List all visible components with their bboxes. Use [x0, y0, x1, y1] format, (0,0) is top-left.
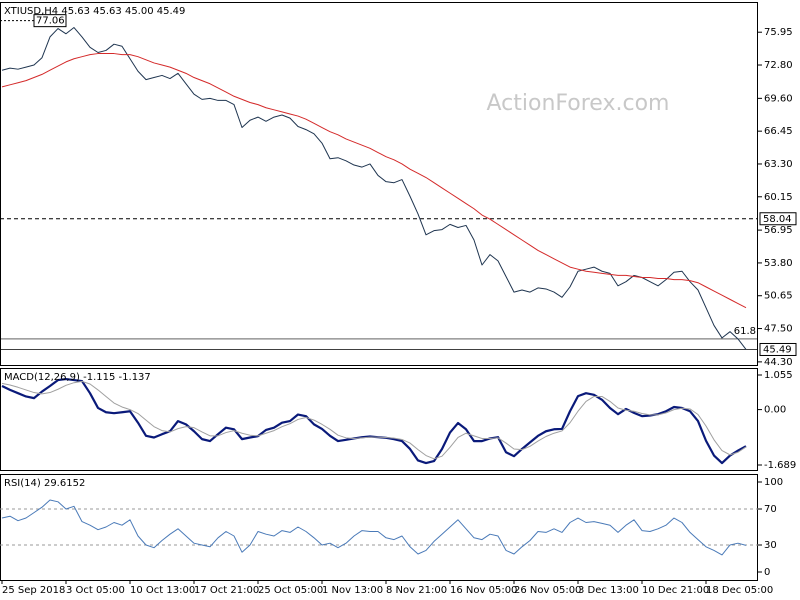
- x-tick-label: 25 Sep 2018: [2, 585, 65, 596]
- y-tick-label: 75.95: [764, 27, 793, 38]
- series-line: [1, 380, 747, 460]
- y-tick-label: 30: [764, 540, 777, 551]
- y-tick-label: 72.80: [764, 60, 793, 71]
- series-line: [1, 53, 747, 309]
- y-tick-label: 50.65: [764, 291, 793, 302]
- y-tick-label: 63.30: [764, 159, 793, 170]
- panel-title: RSI(14) 29.6152: [4, 478, 85, 489]
- x-tick-label: 26 Nov 05:00: [514, 585, 581, 596]
- x-tick-label: 25 Oct 05:00: [258, 585, 323, 596]
- y-tick-label: 0.00: [764, 405, 786, 416]
- x-tick-label: 18 Dec 05:00: [706, 585, 773, 596]
- y-tick-label: 100: [764, 477, 783, 488]
- y-tick-label: 44.30: [764, 357, 793, 368]
- panel-frame: [0, 368, 758, 471]
- y-tick-label: 56.95: [764, 225, 793, 236]
- series-line: [1, 499, 747, 556]
- y-tick-label: 53.80: [764, 258, 793, 269]
- series-line: [1, 27, 747, 350]
- x-tick-label: 16 Nov 05:00: [450, 585, 517, 596]
- y-tick-label: 66.45: [764, 126, 793, 137]
- y-tick-label: 70: [764, 504, 777, 515]
- panel-title: XTIUSD,H4 45.63 45.63 45.00 45.49: [4, 6, 185, 17]
- x-tick-label: 1 Nov 13:00: [322, 585, 383, 596]
- price-label-box: [759, 212, 797, 226]
- y-tick-label: -1.689: [764, 460, 796, 471]
- price-label: 77.06: [36, 16, 65, 27]
- price-label: 58.04: [763, 214, 792, 225]
- x-tick-label: 10 Dec 21:00: [642, 585, 709, 596]
- price-label: 45.49: [763, 344, 792, 355]
- panel-frame: [0, 2, 758, 366]
- x-tick-label: 10 Oct 13:00: [130, 585, 195, 596]
- y-tick-label: 60.15: [764, 192, 793, 203]
- x-tick-label: 3 Oct 05:00: [66, 585, 125, 596]
- x-tick-label: 8 Nov 21:00: [386, 585, 447, 596]
- price-label-box: [759, 342, 797, 356]
- x-tick-label: 3 Dec 13:00: [578, 585, 639, 596]
- x-tick-label: 17 Oct 21:00: [194, 585, 259, 596]
- y-tick-label: 1.055: [764, 370, 793, 381]
- level-label: 61.8: [734, 326, 756, 337]
- panel-frame: [0, 474, 758, 581]
- watermark: ActionForex.com: [487, 91, 670, 116]
- price-label-box: [33, 14, 67, 28]
- y-tick-label: 69.60: [764, 93, 793, 104]
- y-tick-label: 0: [764, 567, 770, 578]
- panel-title: MACD(12,26,9) -1.115 -1.137: [4, 372, 151, 383]
- y-tick-label: 47.50: [764, 324, 793, 335]
